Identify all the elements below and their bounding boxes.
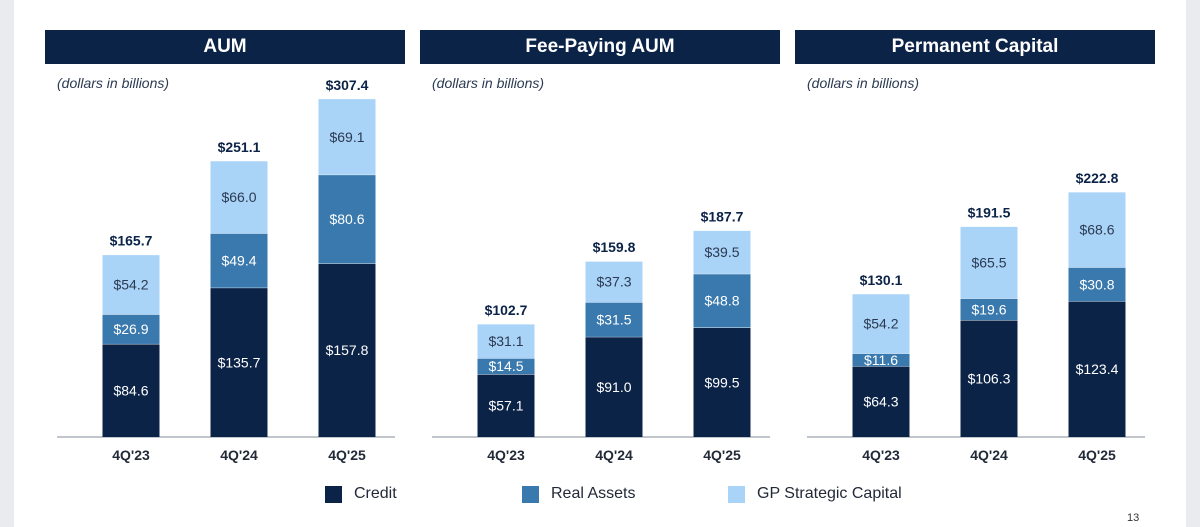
total-label: $307.4 (326, 77, 369, 93)
total-label: $251.1 (218, 139, 261, 155)
fee-paying-aum-chart: $57.1 $14.5 $31.1 $102.7 4Q'23 $91.0 $31.5 $37.… (432, 208, 770, 463)
data-label-real-assets: $19.6 (971, 301, 1006, 317)
data-label-credit: $64.3 (863, 394, 898, 410)
bar-segment-credit (585, 336, 643, 437)
data-label-real-assets: $31.5 (596, 312, 631, 328)
legend-item-credit: Credit (325, 485, 397, 503)
total-label: $191.5 (968, 204, 1011, 220)
permanent-capital-chart: $64.3 $11.6 $54.2 $130.1 4Q'23 $106.3 $19.6 $65… (807, 170, 1145, 463)
total-label: $102.7 (485, 302, 528, 318)
data-label-credit: $91.0 (596, 379, 631, 395)
legend-credit-label: Credit (354, 485, 397, 502)
bar-segment-credit (1068, 301, 1126, 437)
bar-segment-real-assets (210, 233, 268, 288)
bar-segment-gp-strategic-capital (318, 98, 376, 175)
data-label-gp-strategic-capital: $69.1 (329, 129, 364, 145)
total-label: $187.7 (701, 208, 744, 224)
credit-swatch (325, 485, 342, 503)
data-label-gp-strategic-capital: $54.2 (113, 277, 148, 293)
x-tick-label: 4Q'25 (703, 447, 741, 463)
bar-segment-credit (477, 374, 535, 437)
bar-segment-gp-strategic-capital (102, 254, 160, 315)
data-label-credit: $99.5 (704, 374, 739, 390)
data-label-credit: $157.8 (326, 342, 369, 358)
permanent-capital-panel: Permanent Capital (dollars in billions) … (795, 30, 1155, 463)
bar-segment-credit (693, 327, 751, 437)
x-tick-label: 4Q'24 (970, 447, 1008, 463)
bar-segment-credit (102, 343, 160, 437)
total-label: $165.7 (110, 233, 153, 249)
permanent-capital-units-label: (dollars in billions) (807, 75, 920, 91)
bar-segment-gp-strategic-capital (960, 226, 1018, 299)
x-tick-label: 4Q'25 (1078, 447, 1116, 463)
bar-segment-real-assets (960, 298, 1018, 321)
x-tick-label: 4Q'23 (862, 447, 900, 463)
bar-segment-real-assets (852, 353, 910, 367)
aum-title: AUM (45, 30, 405, 64)
bar-segment-credit (960, 320, 1018, 437)
fee-paying-aum-units-label: (dollars in billions) (432, 75, 545, 91)
fee-paying-aum-title: Fee-Paying AUM (420, 30, 780, 64)
data-label-real-assets: $30.8 (1079, 276, 1114, 292)
bar-segment-real-assets (585, 302, 643, 337)
fee-paying-aum-panel: Fee-Paying AUM (dollars in billions) $57… (420, 30, 780, 463)
data-label-credit: $106.3 (968, 371, 1011, 387)
bar-segment-gp-strategic-capital (693, 230, 751, 274)
permanent-capital-title: Permanent Capital (795, 30, 1155, 64)
bar-segment-credit (852, 366, 910, 437)
data-label-credit: $57.1 (488, 398, 523, 414)
bar-segment-credit (210, 287, 268, 437)
bar-segment-gp-strategic-capital (210, 160, 268, 234)
legend-item-gp-strategic-capital: GP Strategic Capital (728, 485, 902, 503)
bar-segment-real-assets (1068, 267, 1126, 302)
data-label-real-assets: $14.5 (488, 358, 523, 374)
bar-segment-real-assets (102, 314, 160, 344)
bar-segment-gp-strategic-capital (852, 293, 910, 354)
bar-segment-real-assets (318, 174, 376, 264)
data-label-real-assets: $80.6 (329, 211, 364, 227)
data-label-gp-strategic-capital: $66.0 (221, 189, 256, 205)
legend-item-real-assets: Real Assets (522, 485, 635, 503)
data-label-real-assets: $11.6 (864, 352, 898, 368)
x-tick-label: 4Q'23 (112, 447, 150, 463)
data-label-real-assets: $26.9 (113, 321, 148, 337)
legend-real-assets-label: Real Assets (551, 485, 636, 502)
bar-segment-real-assets (693, 273, 751, 328)
data-label-gp-strategic-capital: $37.3 (596, 274, 631, 290)
data-label-credit: $84.6 (113, 382, 148, 398)
total-label: $159.8 (593, 239, 636, 255)
real-assets-swatch (522, 485, 539, 503)
data-label-gp-strategic-capital: $31.1 (488, 333, 523, 349)
legend: Credit Real Assets GP Strategic Capital (14, 485, 1186, 505)
x-tick-label: 4Q'24 (595, 447, 633, 463)
aum-units-label: (dollars in billions) (57, 75, 170, 91)
data-label-gp-strategic-capital: $68.6 (1079, 222, 1114, 238)
data-label-credit: $135.7 (218, 354, 261, 370)
page-number: 13 (1127, 512, 1140, 524)
data-label-gp-strategic-capital: $54.2 (863, 316, 898, 332)
data-label-real-assets: $48.8 (704, 293, 739, 309)
x-tick-label: 4Q'24 (220, 447, 258, 463)
bar-segment-gp-strategic-capital (1068, 191, 1126, 268)
gp-strategic-capital-swatch (728, 485, 745, 503)
slide: AUM (dollars in billions) $84.6 $26.9 $54.… (14, 0, 1186, 527)
x-tick-label: 4Q'23 (487, 447, 525, 463)
x-tick-label: 4Q'25 (328, 447, 366, 463)
data-label-credit: $123.4 (1076, 361, 1119, 377)
data-label-real-assets: $49.4 (221, 253, 256, 269)
total-label: $222.8 (1076, 170, 1119, 186)
total-label: $130.1 (860, 272, 903, 288)
legend-gp-strategic-capital-label: GP Strategic Capital (757, 485, 902, 502)
aum-chart: $84.6 $26.9 $54.2 $165.7 4Q'23 $135.7 $49.4 $66… (57, 77, 395, 463)
aum-panel: AUM (dollars in billions) $84.6 $26.9 $54.… (45, 30, 405, 463)
data-label-gp-strategic-capital: $39.5 (704, 244, 739, 260)
data-label-gp-strategic-capital: $65.5 (971, 254, 1006, 270)
bar-segment-credit (318, 263, 376, 437)
bar-segment-real-assets (477, 358, 535, 375)
bar-segment-gp-strategic-capital (477, 324, 535, 359)
bar-segment-gp-strategic-capital (585, 261, 643, 303)
